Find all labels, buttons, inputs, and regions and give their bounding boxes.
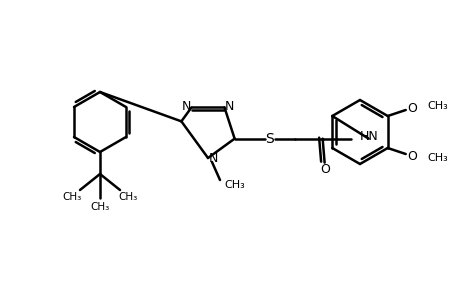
- Text: CH₃: CH₃: [427, 101, 448, 111]
- Text: CH₃: CH₃: [90, 202, 109, 212]
- Text: N: N: [181, 100, 191, 113]
- Text: CH₃: CH₃: [224, 180, 244, 190]
- Text: HN: HN: [359, 130, 378, 143]
- Text: CH₃: CH₃: [427, 153, 448, 163]
- Text: O: O: [406, 149, 416, 163]
- Text: S: S: [265, 132, 274, 146]
- Text: O: O: [406, 101, 416, 115]
- Text: CH₃: CH₃: [62, 192, 81, 202]
- Text: N: N: [208, 152, 217, 164]
- Text: N: N: [224, 100, 234, 113]
- Text: CH₃: CH₃: [118, 192, 137, 202]
- Text: O: O: [320, 163, 330, 176]
